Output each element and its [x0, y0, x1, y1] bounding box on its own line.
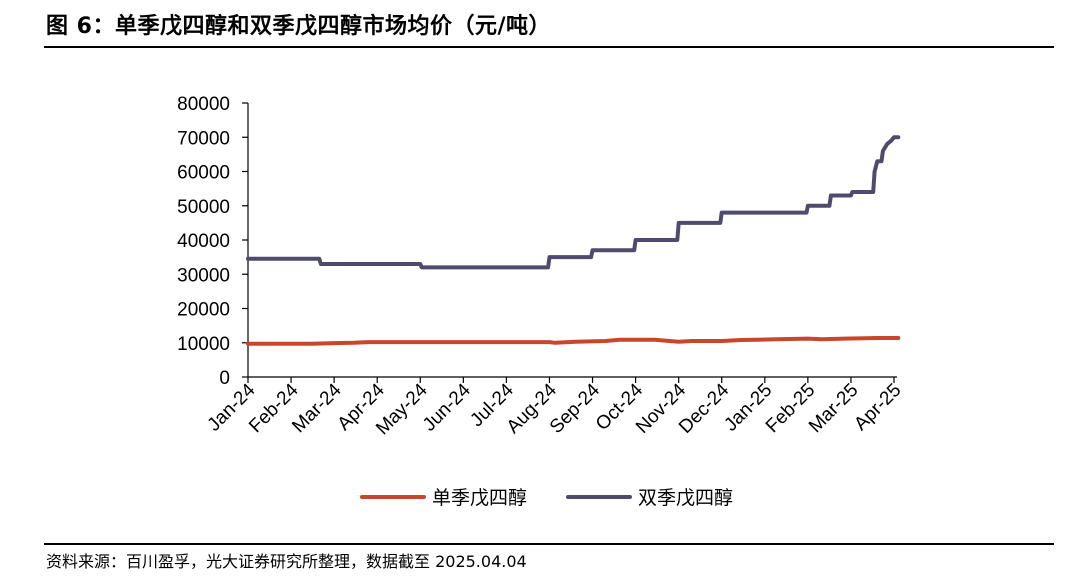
x-tick-label: Jun-24: [419, 379, 475, 435]
x-tick-label: Sep-24: [546, 379, 604, 437]
y-tick-label: 30000: [177, 265, 230, 286]
y-tick-label: 40000: [177, 231, 230, 252]
legend-label-2: 双季戊四醇: [638, 487, 733, 509]
series-line-1: [246, 336, 901, 346]
y-tick-label: 0: [219, 368, 230, 389]
x-axis: Jan-24Feb-24Mar-24Apr-24May-24Jun-24Jul-…: [204, 376, 906, 439]
y-axis: 0 10000 20000 30000 40000 50000 60000 70000 8000…: [177, 94, 249, 389]
legend: 单季戊四醇 双季戊四醇: [360, 487, 733, 509]
y-tick-label: 10000: [177, 334, 230, 355]
x-tick-label: Apr-25: [850, 380, 905, 435]
x-tick-label: Mar-24: [288, 379, 346, 437]
y-tick-label: 20000: [177, 300, 230, 321]
legend-label-1: 单季戊四醇: [432, 487, 527, 509]
chart-title: 图 6：单季戊四醇和双季戊四醇市场均价（元/吨）: [46, 14, 552, 39]
bottom-rule: [44, 543, 1054, 545]
source-note: 资料来源：百川盈孚，光大证券研究所整理，数据截至 2025.04.04: [46, 552, 527, 571]
y-tick-label: 80000: [177, 94, 230, 115]
x-tick-label: Mar-25: [805, 380, 862, 437]
series-line-2: [246, 135, 901, 270]
y-tick-label: 60000: [177, 163, 230, 184]
x-tick-label: Dec-24: [675, 379, 733, 437]
series-layer: [246, 135, 901, 346]
y-tick-label: 50000: [177, 197, 230, 218]
top-rule: [44, 46, 1054, 48]
y-tick-label: 70000: [177, 128, 230, 149]
